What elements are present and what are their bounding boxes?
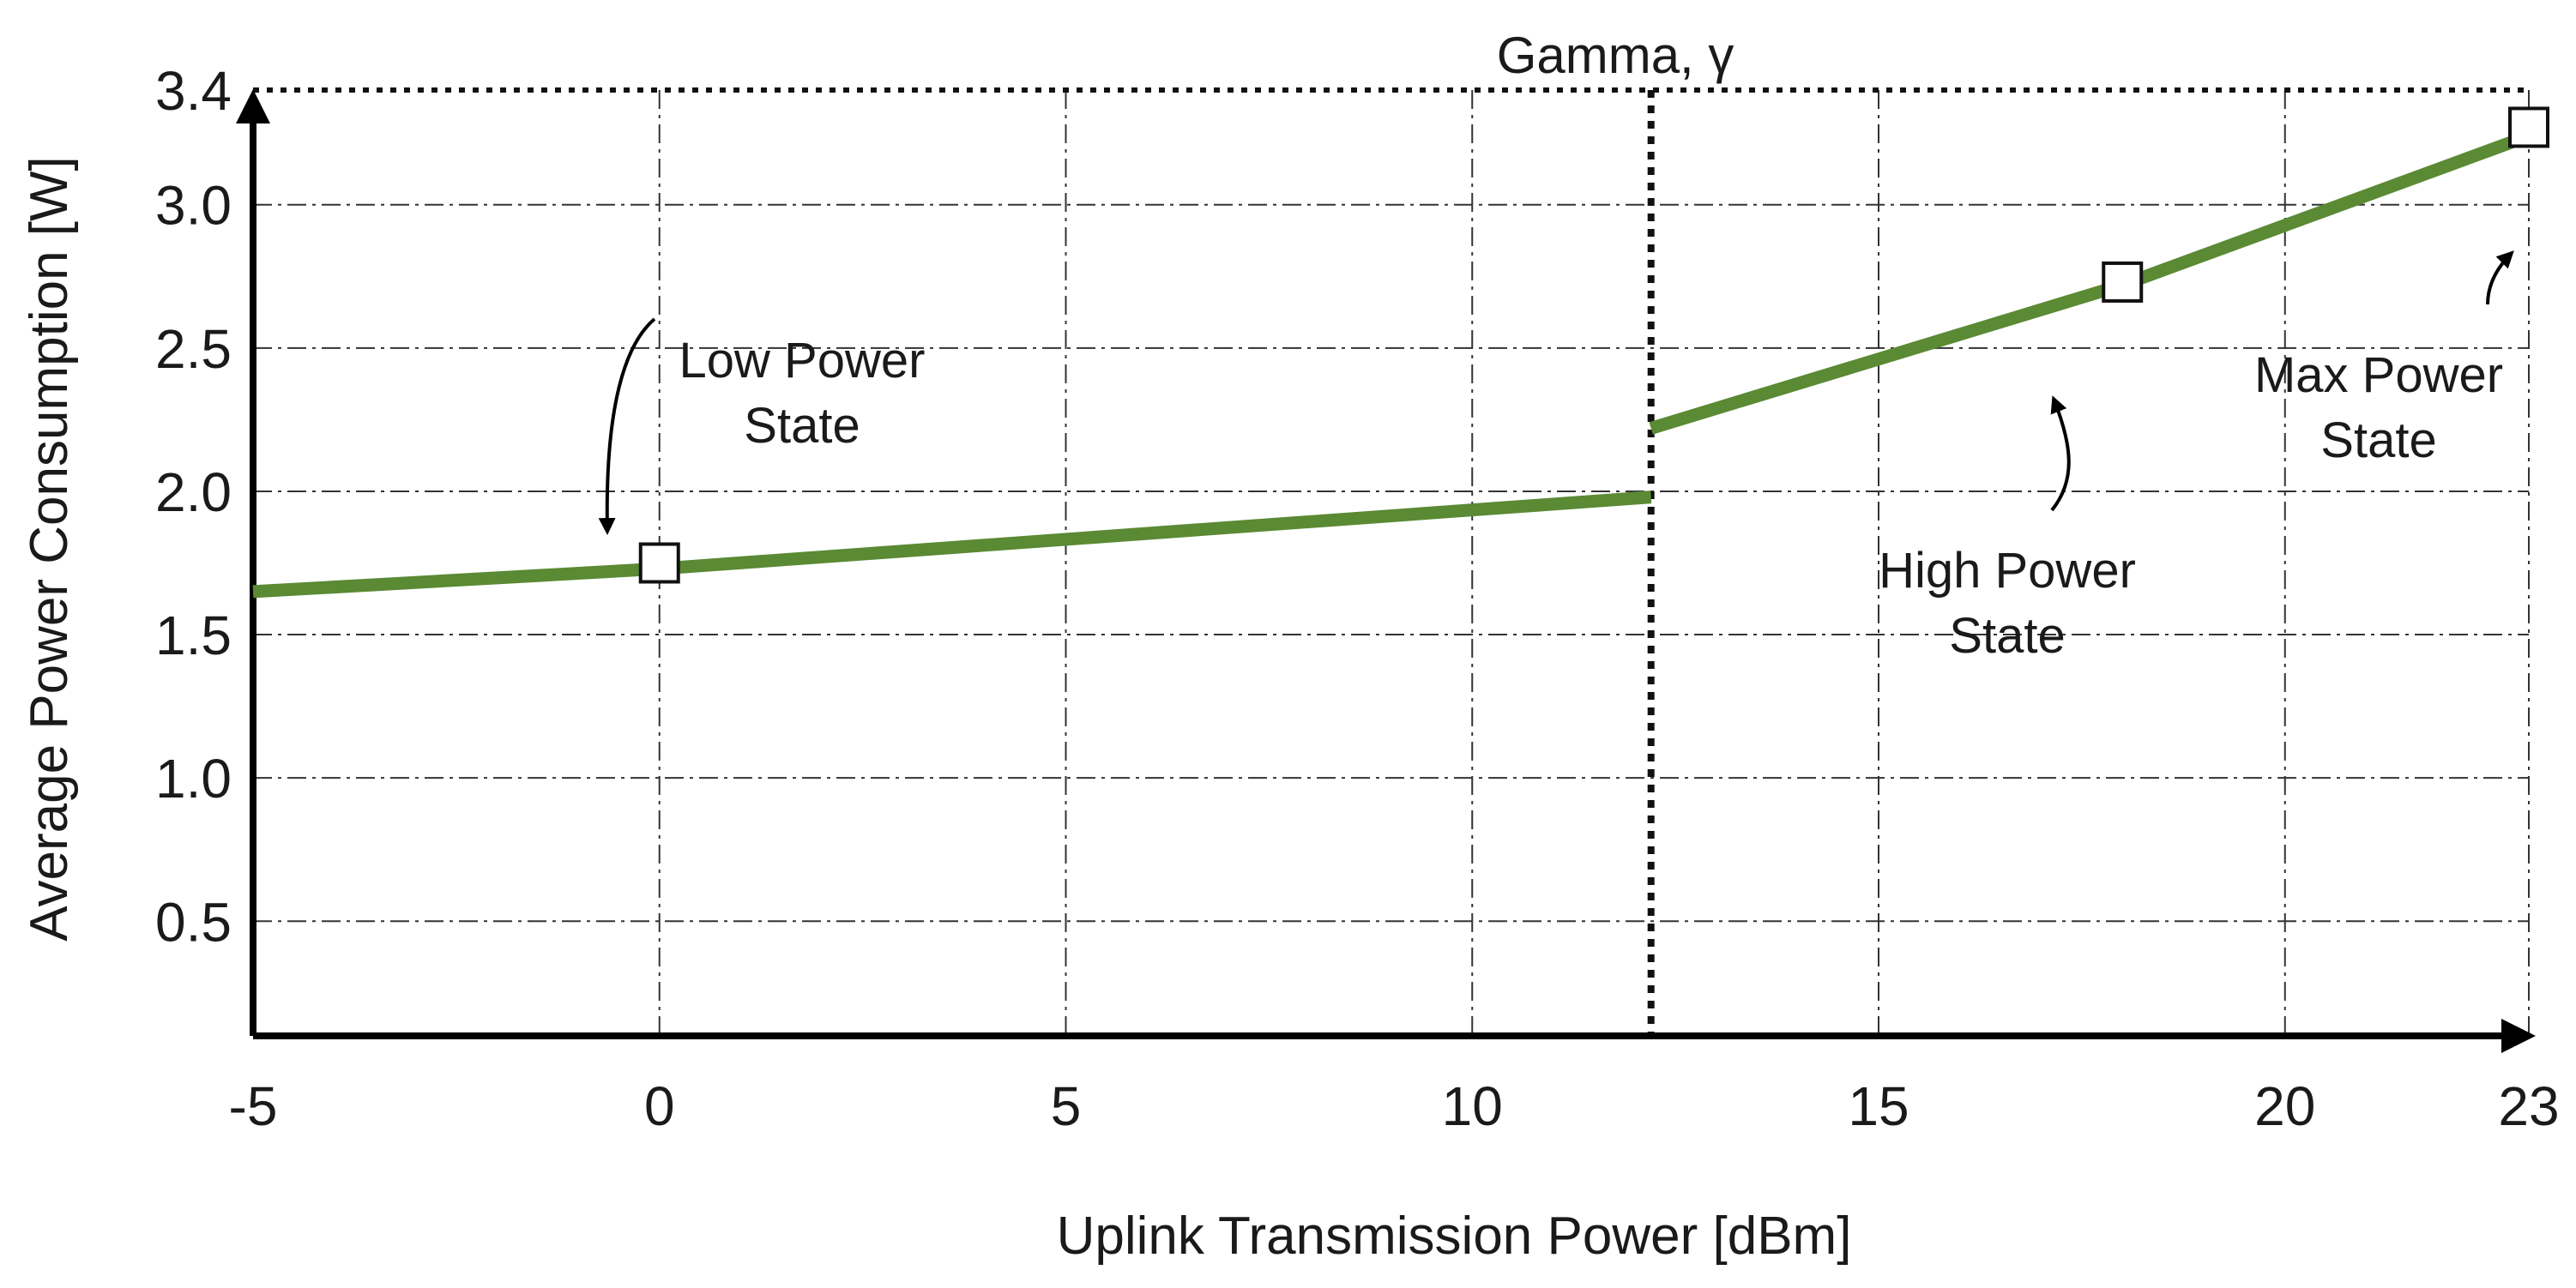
- series-line-low: [252, 491, 1652, 599]
- annotation-line: State: [1949, 608, 2065, 664]
- axis-layer: [236, 89, 2536, 1053]
- y-tick-label: 1.5: [155, 605, 232, 666]
- threshold-layer: Gamma, γ: [1497, 27, 1734, 1036]
- x-tick-label: 20: [2254, 1075, 2315, 1137]
- state-marker-2: [2508, 106, 2549, 148]
- x-tick-label: 15: [1848, 1075, 1909, 1137]
- y-tick-label: 2.0: [155, 461, 232, 523]
- annotation-label-1: High Power State: [1879, 543, 2136, 664]
- annotation-arrow-1: [2050, 395, 2071, 512]
- y-tick-label: 1.0: [155, 748, 232, 810]
- annotation-label-0: Low Power State: [679, 333, 926, 454]
- x-tick-label: -5: [229, 1075, 278, 1137]
- annotation-line: State: [2320, 412, 2436, 468]
- annotation-line: High Power: [1879, 543, 2136, 599]
- y-tick-label: 0.5: [155, 891, 232, 953]
- grid-layer: [253, 87, 2530, 1036]
- annotation-line: Low Power: [679, 333, 926, 388]
- x-axis-title: Uplink Transmission Power [dBm]: [1057, 1207, 1852, 1266]
- tick-layer: -5 0 5 10 15 20 23 0.5 1.0 1.5 2.0 2.5 3.0 3.4: [155, 60, 2560, 1137]
- x-tick-label: 0: [644, 1075, 675, 1137]
- y-tick-label: 2.5: [155, 318, 232, 380]
- annotation-layer: Low Power State High Power State Max Power St…: [598, 250, 2514, 664]
- y-tick-label: 3.0: [155, 175, 232, 237]
- x-tick-label: 23: [2498, 1075, 2559, 1137]
- y-tick-label: 3.4: [155, 60, 232, 122]
- annotation-line: Max Power: [2254, 347, 2503, 403]
- annotation-line: State: [744, 398, 860, 454]
- state-marker-0: [638, 542, 680, 584]
- marker-layer: [638, 106, 2549, 584]
- y-axis-title: Average Power Consumption [W]: [20, 156, 79, 942]
- x-tick-label: 5: [1051, 1075, 1082, 1137]
- annotation-label-2: Max Power State: [2254, 347, 2503, 468]
- annotation-arrow-0: [598, 317, 656, 535]
- gamma-label: Gamma, γ: [1497, 27, 1734, 84]
- state-marker-1: [2102, 261, 2144, 303]
- annotation-arrow-2: [2486, 250, 2514, 305]
- x-tick-label: 10: [1442, 1075, 1503, 1137]
